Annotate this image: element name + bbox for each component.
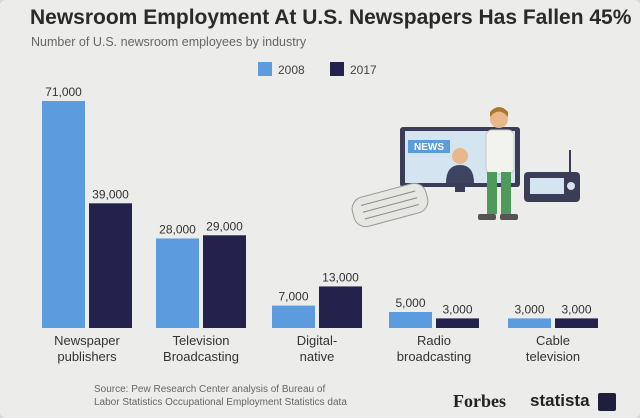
man-shoe-left [478, 214, 496, 220]
bar-2008-1 [156, 238, 199, 328]
man-shoe-right [500, 214, 518, 220]
value-label-2017-3: 3,000 [442, 302, 472, 316]
chart-title: Newsroom Employment At U.S. Newspapers H… [30, 6, 632, 29]
source-line-2: Labor Statistics Occupational Employment… [94, 397, 347, 408]
bar-2017-3 [436, 318, 479, 328]
anchor-body [446, 165, 474, 183]
news-illustration: NEWS [351, 107, 580, 228]
category-label-3-line-0: Radio [417, 333, 451, 348]
value-label-2008-2: 7,000 [278, 290, 308, 304]
statista-icon [598, 393, 616, 411]
bar-2017-4 [555, 318, 598, 328]
bar-2017-0 [89, 203, 132, 328]
bar-2008-0 [42, 101, 85, 328]
newspaper-line-3 [364, 204, 419, 220]
tv-stand [455, 187, 465, 192]
radio-dial [530, 178, 564, 194]
man-leg-right [501, 172, 511, 214]
statista-logo: statista [530, 391, 590, 410]
man-head [490, 110, 508, 128]
category-label-0-line-1: publishers [57, 349, 117, 364]
value-label-2017-2: 13,000 [322, 270, 359, 284]
value-label-2008-4: 3,000 [514, 302, 544, 316]
legend-swatch-2008 [258, 62, 272, 76]
legend-item-2008: 2008 [258, 62, 305, 77]
anchor-head [452, 148, 468, 164]
category-label-3-line-1: broadcasting [397, 349, 471, 364]
source-line-1: Source: Pew Research Center analysis of … [94, 384, 326, 395]
bar-2017-1 [203, 235, 246, 328]
bar-2017-2 [319, 286, 362, 328]
category-label-2-line-0: Digital- [297, 333, 337, 348]
newspaper-icon [351, 182, 429, 228]
news-banner-text: NEWS [414, 142, 444, 153]
value-label-2017-1: 29,000 [206, 219, 243, 233]
man-hair [490, 107, 508, 117]
source-note: Source: Pew Research Center analysis of … [94, 383, 364, 409]
man-shirt [485, 129, 515, 175]
category-label-1-line-0: Television [172, 333, 229, 348]
value-label-2017-4: 3,000 [561, 302, 591, 316]
forbes-logo: Forbes [453, 391, 506, 411]
legend-swatch-2017 [330, 62, 344, 76]
newspaper-line-2 [362, 197, 418, 213]
category-label-0-line-0: Newspaper [54, 333, 120, 348]
bar-2008-4 [508, 318, 551, 328]
value-label-2008-0: 71,000 [45, 85, 82, 99]
value-label-2008-3: 5,000 [395, 296, 425, 310]
newspaper-line-1 [361, 190, 416, 206]
value-label-2008-1: 28,000 [159, 222, 196, 236]
category-label-4-line-0: Cable [536, 333, 570, 348]
value-label-2017-0: 39,000 [92, 187, 129, 201]
news-banner [408, 140, 450, 153]
category-label-4-line-1: television [526, 349, 580, 364]
legend-item-2017: 2017 [330, 62, 377, 77]
legend-label-2008: 2008 [278, 63, 305, 77]
category-label-2-line-1: native [300, 349, 335, 364]
legend-label-2017: 2017 [350, 63, 377, 77]
category-label-1-line-1: Broadcasting [163, 349, 239, 364]
bar-2008-3 [389, 312, 432, 328]
radio-knob [567, 182, 575, 190]
chart-subtitle: Number of U.S. newsroom employees by ind… [31, 35, 307, 49]
man-leg-left [487, 172, 497, 214]
bar-2008-2 [272, 305, 315, 328]
